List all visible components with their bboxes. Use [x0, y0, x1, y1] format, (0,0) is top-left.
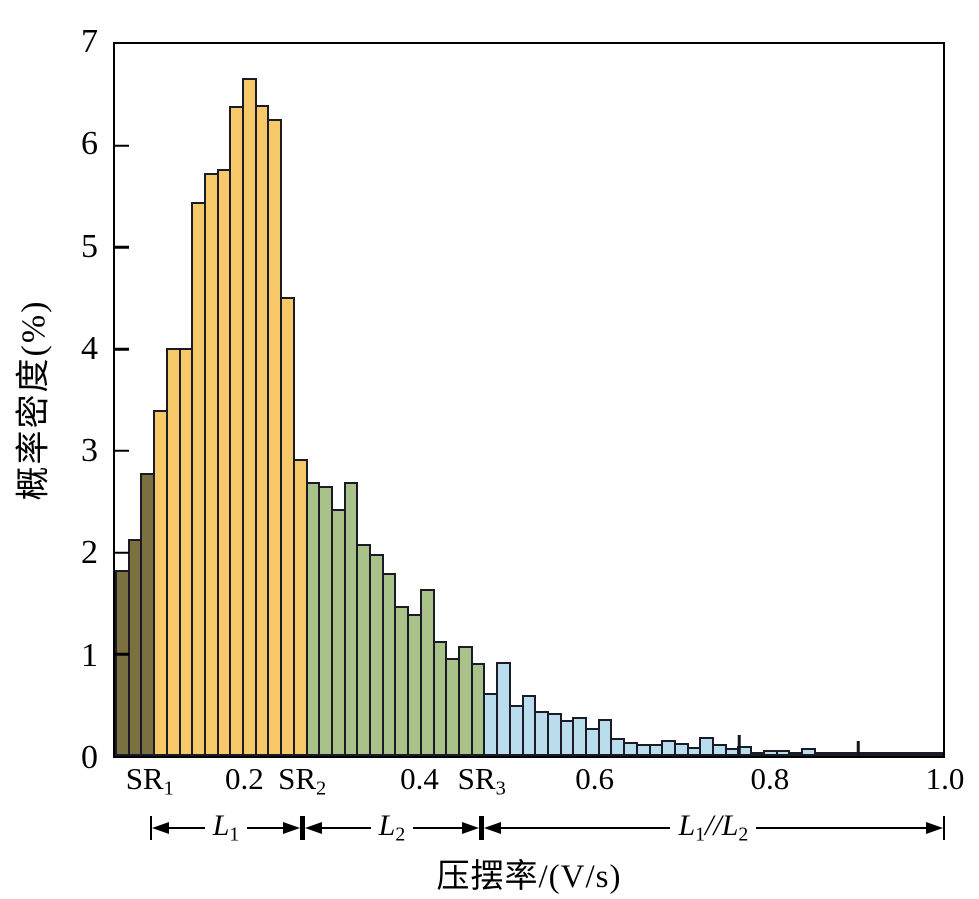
arrow-line — [501, 826, 671, 830]
x-tick-subscript: 1 — [163, 777, 174, 800]
y-tick-label: 0 — [81, 739, 98, 776]
x-tick-text: 0.8 — [750, 761, 790, 796]
region-label-part: 2 — [395, 823, 406, 846]
plot-area — [113, 42, 945, 758]
arrow-line — [247, 826, 283, 830]
y-tick-label: 1 — [81, 636, 98, 674]
x-tick-label: SR1 — [125, 761, 174, 800]
arrowhead-left-icon — [152, 822, 170, 834]
outlier-spike — [737, 734, 741, 756]
y-tick-mark — [115, 144, 129, 147]
x-tick-text: SR — [278, 761, 317, 796]
y-tick-mark — [115, 246, 129, 249]
arrow-end-bar — [149, 816, 153, 840]
region-arrow-segment: L1//L2 — [481, 808, 945, 848]
x-tick-label: 0.2 — [224, 761, 264, 796]
x-tick-label: 1.0 — [925, 761, 965, 796]
x-tick-subscript: 3 — [495, 777, 506, 800]
x-tick-label: 0.8 — [750, 761, 790, 796]
region-label-part: L — [212, 808, 230, 842]
x-tick-labels: SR1 0.2 SR2 0.4 SR3 0.6 0.8 1.0 — [113, 760, 965, 802]
y-tick-mark — [115, 653, 129, 656]
x-tick-text: 0.4 — [400, 761, 439, 796]
region-label-part: 2 — [738, 823, 749, 846]
region-annotations: L1 L2 L1//L2 — [113, 808, 945, 848]
region-arrow-segment: L2 — [302, 808, 482, 848]
arrowhead-left-icon — [304, 822, 322, 834]
region-label: L1//L2 — [670, 808, 756, 846]
region-label-part: L — [678, 808, 696, 842]
arrowhead-right-icon — [925, 822, 943, 834]
region-label-part: // — [705, 808, 722, 842]
region-label: L2 — [371, 808, 414, 846]
y-tick-mark — [115, 551, 129, 554]
x-axis-title: 压摆率/(V/s) — [436, 859, 622, 895]
arrow-end-bar — [299, 816, 303, 840]
arrow-line — [413, 826, 463, 830]
x-tick-text: SR — [125, 761, 164, 796]
arrow-end-bar — [942, 816, 945, 840]
arrowhead-right-icon — [282, 822, 300, 834]
region-label-part: L — [721, 808, 739, 842]
x-tick-label: 0.6 — [575, 761, 615, 796]
arrowhead-left-icon — [484, 822, 502, 834]
y-tick-label: 7 — [81, 23, 98, 60]
arrow-end-bar — [479, 816, 482, 840]
histogram-bar-L1-parallel-L2-region — [928, 751, 943, 756]
arrow-end-bar — [302, 816, 305, 840]
x-tick-subscript: 2 — [316, 777, 327, 800]
y-tick-label: 2 — [81, 534, 98, 572]
x-tick-text: 0.2 — [224, 761, 264, 796]
x-tick-label: 0.4 — [400, 761, 439, 796]
y-tick-mark — [115, 449, 129, 453]
y-tick-label: 5 — [81, 227, 98, 265]
x-tick-text: 1.0 — [925, 761, 965, 796]
region-label-part: 1 — [229, 823, 240, 846]
arrow-line — [169, 826, 205, 830]
x-tick-label: SR3 — [457, 761, 506, 800]
histogram-bar-L1-parallel-L2-region — [597, 719, 613, 756]
arrow-end-bar — [481, 816, 485, 840]
y-tick-label: 6 — [81, 125, 98, 163]
arrow-line — [756, 826, 926, 830]
y-tick-label: 3 — [81, 432, 98, 470]
outlier-spike — [857, 740, 860, 756]
bars-container — [115, 44, 943, 756]
x-tick-text: 0.6 — [575, 761, 615, 796]
arrowhead-right-icon — [462, 822, 480, 834]
region-label: L1 — [205, 808, 248, 846]
x-tick-label: SR2 — [278, 761, 327, 800]
y-tick-label: 4 — [81, 329, 98, 367]
arrow-line — [321, 826, 371, 830]
x-tick-text: SR — [457, 761, 496, 796]
region-arrow-segment: L1 — [149, 808, 303, 848]
region-label-part: L — [378, 808, 396, 842]
region-label-part: 1 — [695, 823, 706, 846]
y-tick-mark — [115, 347, 129, 351]
